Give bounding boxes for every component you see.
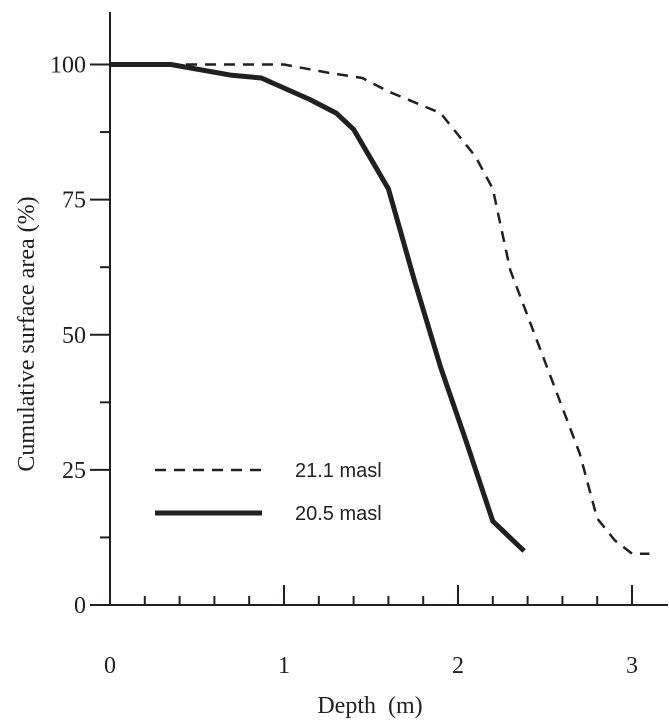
series-layer: [110, 62, 650, 555]
x-tick-label: 3: [626, 653, 638, 679]
y-tick-label: 100: [50, 53, 86, 79]
y-tick-label: 0: [74, 593, 86, 619]
legend: 21.1 masl 20.5 masl: [155, 460, 382, 525]
x-tick-label: 2: [452, 653, 464, 679]
y-tick-label: 75: [62, 188, 86, 214]
series-line-solid: [110, 62, 526, 553]
x-tick-label: 1: [278, 653, 290, 679]
y-axis-title: Cumulative surface area (%): [14, 196, 40, 471]
y-tick-label: 50: [62, 323, 86, 349]
x-axis-title: Depth (m): [317, 693, 422, 719]
legend-label: 21.1 masl: [295, 460, 382, 482]
axes: 0 1 2 3 0 25 50 75 100: [50, 12, 668, 679]
y-tick-label: 25: [62, 458, 86, 484]
x-tick-label: 0: [104, 653, 116, 679]
legend-label: 20.5 masl: [295, 503, 382, 525]
series-line-dashed: [110, 63, 650, 555]
